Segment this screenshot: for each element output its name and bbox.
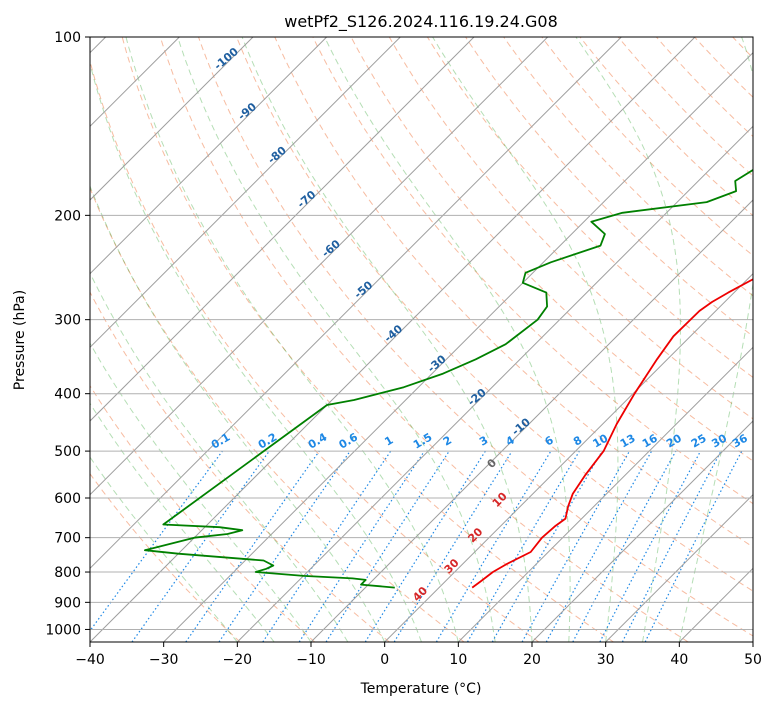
mixing-ratio-line xyxy=(393,450,513,642)
y-axis-label: Pressure (hPa) xyxy=(12,290,28,390)
x-axis: −40 −30 −20 −10 0 10 20 30 40 50 xyxy=(75,642,762,668)
isotherm-line xyxy=(90,37,401,349)
dry-adiabat xyxy=(90,291,390,642)
isotherm-line xyxy=(90,37,328,275)
y-tick-label: 1000 xyxy=(45,622,81,638)
x-tick-label: −40 xyxy=(75,652,105,668)
y-tick-label: 900 xyxy=(54,595,81,611)
mixing-ratio-line xyxy=(491,450,603,642)
dry-adiabat xyxy=(90,384,316,642)
x-tick-label: 20 xyxy=(523,652,541,668)
x-tick-label: 50 xyxy=(744,652,762,668)
mixing-ratio-line xyxy=(435,450,552,642)
x-tick-label: 30 xyxy=(597,652,615,668)
isotherm-line xyxy=(90,37,254,201)
y-tick-label: 700 xyxy=(54,531,81,547)
isotherm-line xyxy=(90,37,549,496)
chart-title: wetPf2_S126.2024.116.19.24.G08 xyxy=(284,12,558,32)
dry-adiabat xyxy=(121,37,614,642)
moist-adiabat xyxy=(90,402,275,642)
mixing-ratio-line xyxy=(185,450,320,642)
moist-adiabat xyxy=(90,272,349,642)
isotherm-line xyxy=(90,37,475,422)
dry-adiabat xyxy=(159,37,689,642)
x-tick-label: 10 xyxy=(449,652,467,668)
moist-adiabat xyxy=(177,37,496,642)
moist-adiabat xyxy=(90,456,238,642)
dry-adiabat xyxy=(503,37,753,297)
background-lines xyxy=(90,37,775,642)
isotherm-line xyxy=(90,37,696,642)
moist-adiabat xyxy=(575,37,681,642)
mixing-ratio-line xyxy=(325,450,450,642)
x-tick-label: −30 xyxy=(149,652,179,668)
y-tick-label: 200 xyxy=(54,208,81,224)
dewpoint-profile xyxy=(144,168,753,589)
dry-adiabat xyxy=(198,37,753,637)
dry-adiabat xyxy=(90,186,465,642)
isotherm-line xyxy=(457,346,753,642)
moist-adiabat xyxy=(125,37,459,642)
moist-adiabat xyxy=(432,37,619,642)
x-axis-label: Temperature (°C) xyxy=(360,681,482,697)
y-axis: 1000 900 800 700 600 500 400 300 200 100 xyxy=(45,30,90,638)
moist-adiabat xyxy=(90,62,422,642)
isotherm-line xyxy=(531,420,753,642)
mixing-ratio-line xyxy=(131,450,270,642)
dry-adiabat xyxy=(771,37,775,642)
y-tick-label: 400 xyxy=(54,387,81,403)
x-tick-label: 40 xyxy=(670,652,688,668)
isotherm-line xyxy=(163,51,753,642)
isotherm-line xyxy=(236,125,753,642)
dry-adiabat xyxy=(426,37,753,378)
mixing-ratio-line xyxy=(521,450,631,642)
mixing-ratio-line xyxy=(218,450,351,642)
dry-adiabat xyxy=(388,37,753,420)
x-tick-label: −10 xyxy=(296,652,326,668)
grid-lines xyxy=(90,37,753,642)
moist-adiabat xyxy=(90,184,386,642)
y-tick-label: 100 xyxy=(54,30,81,46)
dry-adiabat xyxy=(312,37,753,505)
x-tick-label: 0 xyxy=(380,652,389,668)
mixing-ratio-line xyxy=(90,450,223,632)
moist-adiabat xyxy=(241,37,533,642)
y-tick-label: 600 xyxy=(54,491,81,507)
isotherm-line xyxy=(384,272,753,642)
dry-adiabat xyxy=(617,37,753,177)
isotherm-line xyxy=(310,199,753,642)
plot-area xyxy=(90,37,753,642)
y-tick-label: 800 xyxy=(54,565,81,581)
profiles xyxy=(144,168,753,589)
mixing-ratio-line xyxy=(364,450,486,642)
y-tick-label: 500 xyxy=(54,444,81,460)
dry-adiabat xyxy=(90,59,540,642)
moist-adiabat xyxy=(678,37,753,642)
mixing-ratio-line xyxy=(572,450,677,642)
isotherm-line xyxy=(605,493,753,642)
x-tick-label: −20 xyxy=(223,652,253,668)
isotherm-line xyxy=(90,37,622,570)
temperature-profile xyxy=(471,278,753,589)
mixing-ratio-line xyxy=(466,450,580,642)
plot-frame xyxy=(89,36,754,643)
moist-adiabat xyxy=(324,37,571,642)
dry-adiabat xyxy=(236,37,753,592)
isotherm-line xyxy=(752,641,753,642)
dry-adiabat xyxy=(274,37,753,548)
y-tick-label: 300 xyxy=(54,313,81,329)
